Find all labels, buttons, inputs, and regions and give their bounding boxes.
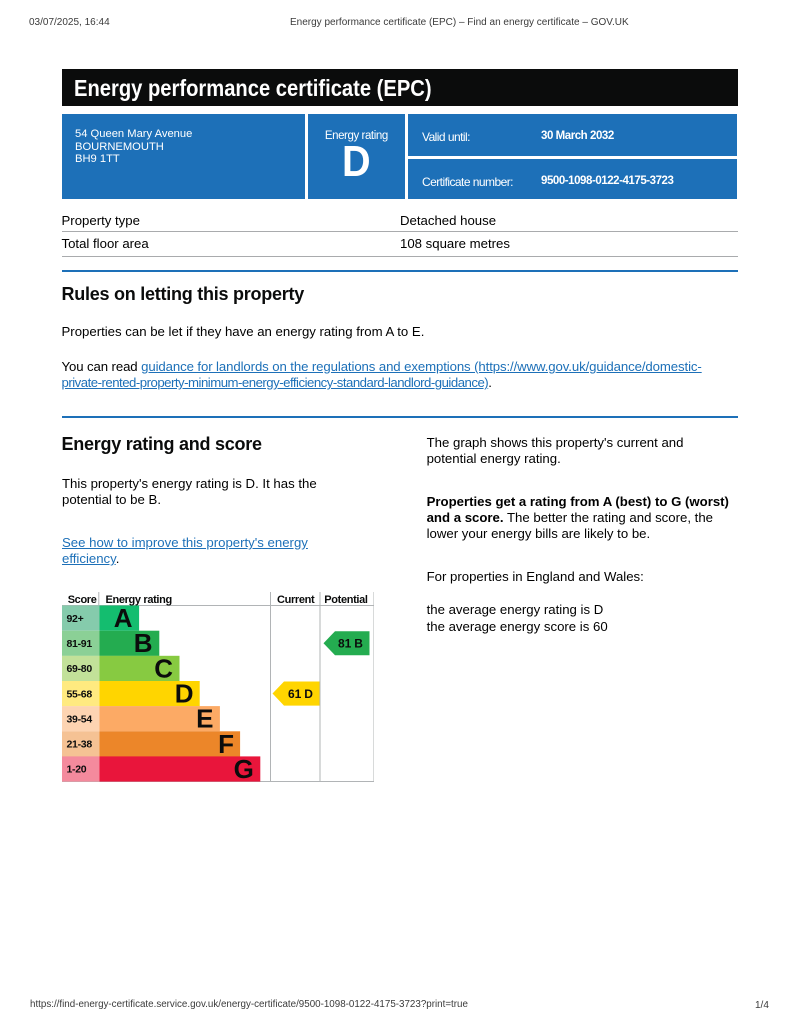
svg-text:1-20: 1-20 <box>66 764 86 776</box>
svg-text:69-80: 69-80 <box>66 663 92 675</box>
svg-text:E: E <box>196 704 213 734</box>
svg-text:B: B <box>133 628 152 658</box>
svg-text:G: G <box>233 754 253 782</box>
svg-text:21-38: 21-38 <box>66 739 92 751</box>
svg-text:39-54: 39-54 <box>66 713 92 725</box>
svg-text:F: F <box>218 729 234 759</box>
svg-text:Potential: Potential <box>324 594 368 606</box>
svg-text:B: B <box>354 637 363 651</box>
svg-text:D: D <box>174 679 193 709</box>
svg-text:A: A <box>113 603 132 633</box>
svg-text:81-91: 81-91 <box>66 638 92 650</box>
svg-text:D: D <box>304 687 313 701</box>
svg-text:81: 81 <box>338 637 352 651</box>
svg-text:92+: 92+ <box>66 613 83 625</box>
svg-text:61: 61 <box>288 687 302 701</box>
svg-text:Score: Score <box>67 594 96 606</box>
svg-text:Energy rating: Energy rating <box>105 594 171 606</box>
svg-text:C: C <box>154 653 173 683</box>
svg-text:Current: Current <box>277 594 315 606</box>
svg-text:55-68: 55-68 <box>66 688 92 700</box>
